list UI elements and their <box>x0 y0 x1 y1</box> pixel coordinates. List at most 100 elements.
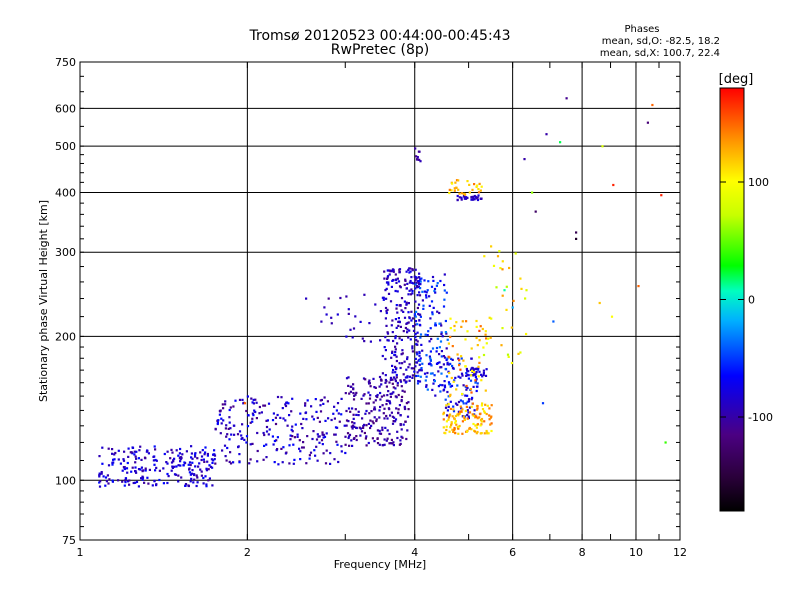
data-point <box>403 283 406 286</box>
data-point <box>454 420 457 423</box>
data-point <box>418 158 421 161</box>
data-point <box>449 335 452 339</box>
data-point <box>324 462 328 465</box>
data-point <box>461 374 464 377</box>
data-point <box>474 416 477 419</box>
data-point <box>478 329 481 332</box>
data-point <box>462 415 465 418</box>
data-point <box>394 387 397 390</box>
data-point <box>447 405 450 408</box>
data-point <box>598 301 601 305</box>
data-point <box>541 402 545 405</box>
data-point <box>263 444 266 447</box>
data-point <box>301 446 304 449</box>
data-point <box>228 460 231 463</box>
data-point <box>419 287 422 290</box>
data-point <box>200 470 203 473</box>
data-point <box>173 465 176 468</box>
data-point <box>467 411 470 414</box>
data-point <box>250 397 253 400</box>
data-point <box>444 367 447 371</box>
data-point <box>251 401 254 404</box>
data-point <box>468 183 471 186</box>
data-point <box>460 196 463 199</box>
data-point <box>453 329 456 332</box>
data-point <box>484 389 487 392</box>
data-point <box>474 373 477 376</box>
data-point <box>131 446 134 449</box>
data-point <box>481 408 485 411</box>
data-point <box>228 416 231 419</box>
data-point <box>443 273 446 276</box>
data-point <box>286 424 289 427</box>
data-point <box>376 442 380 445</box>
data-point <box>311 415 314 418</box>
data-point <box>456 353 459 356</box>
data-point <box>458 412 461 415</box>
data-point <box>390 442 393 445</box>
data-point <box>435 362 439 365</box>
data-point <box>448 371 451 375</box>
data-point <box>272 412 275 415</box>
data-point <box>406 357 409 361</box>
data-point <box>446 357 449 360</box>
data-point <box>409 293 412 296</box>
data-point <box>216 421 219 424</box>
data-point <box>462 402 465 405</box>
data-point <box>474 379 477 382</box>
data-point <box>190 456 193 459</box>
data-point <box>425 384 428 387</box>
data-point <box>344 451 347 455</box>
data-point <box>277 463 280 466</box>
y-tick-label: 100 <box>55 474 76 487</box>
data-point <box>263 404 267 407</box>
data-point <box>445 358 448 361</box>
data-point <box>369 419 372 422</box>
data-point <box>507 355 510 358</box>
data-point <box>256 460 259 463</box>
data-point <box>340 445 343 448</box>
data-point <box>304 402 307 405</box>
data-point <box>475 415 478 418</box>
data-point <box>123 467 126 471</box>
data-point <box>448 188 451 191</box>
data-point <box>452 405 455 408</box>
data-point <box>438 322 441 325</box>
data-point <box>179 447 182 451</box>
data-point <box>122 459 126 462</box>
data-point <box>450 422 453 425</box>
data-point <box>375 395 378 398</box>
data-point <box>394 380 397 383</box>
data-point <box>412 329 416 332</box>
data-point <box>124 481 127 484</box>
data-point <box>390 411 393 414</box>
data-point <box>429 327 432 330</box>
data-point <box>455 179 459 182</box>
data-point <box>289 434 292 437</box>
data-point <box>415 155 418 158</box>
data-point <box>411 290 414 293</box>
data-point <box>367 441 370 445</box>
data-point <box>399 439 402 442</box>
data-point <box>411 347 414 350</box>
data-point <box>452 410 456 413</box>
data-point <box>442 411 445 414</box>
data-point <box>385 385 388 388</box>
data-point <box>446 361 449 364</box>
data-point <box>403 360 406 363</box>
data-point <box>477 367 480 370</box>
data-point <box>470 428 473 431</box>
data-point <box>401 362 404 365</box>
data-point <box>483 432 486 435</box>
data-point <box>442 418 445 421</box>
data-point <box>352 392 355 395</box>
data-point <box>466 330 469 333</box>
data-point <box>399 304 402 307</box>
data-point <box>298 447 301 450</box>
data-point <box>451 364 454 368</box>
data-point <box>477 191 481 194</box>
data-point <box>475 336 478 340</box>
data-point <box>381 426 384 429</box>
data-point <box>154 448 157 451</box>
data-points <box>98 97 667 488</box>
